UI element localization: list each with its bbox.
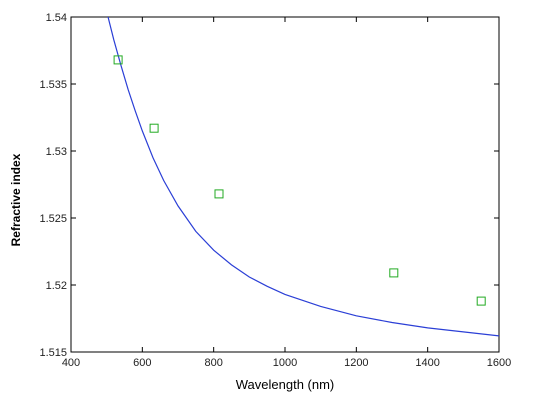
y-tick-label: 1.53 xyxy=(46,146,67,158)
data-point-marker xyxy=(214,189,224,199)
y-tick-label: 1.535 xyxy=(39,79,67,91)
y-axis-ticks: 1.515 1.52 1.525 1.53 1.535 1.54 xyxy=(39,12,499,359)
x-tick-label: 1000 xyxy=(273,357,297,369)
series-layer xyxy=(107,17,499,337)
data-point-marker xyxy=(149,123,159,133)
plot-area xyxy=(70,16,500,353)
x-tick-label: 600 xyxy=(133,357,151,369)
y-tick-label: 1.54 xyxy=(46,12,67,24)
data-point-marker xyxy=(389,268,399,278)
x-tick-label: 800 xyxy=(204,357,222,369)
x-tick-label: 1600 xyxy=(487,357,511,369)
x-tick-label: 400 xyxy=(62,357,80,369)
x-tick-label: 1400 xyxy=(415,357,439,369)
data-point-marker xyxy=(476,296,486,306)
x-axis-ticks: 400 600 800 1000 1200 1400 1600 xyxy=(62,17,511,369)
y-axis-title: Refractive index xyxy=(9,153,23,246)
x-axis-title: Wavelength (nm) xyxy=(236,377,335,392)
data-point-marker xyxy=(113,55,123,65)
fit-curve-line xyxy=(107,17,499,337)
y-tick-label: 1.525 xyxy=(39,213,67,225)
y-tick-label: 1.52 xyxy=(46,280,67,292)
y-tick-label: 1.515 xyxy=(39,347,67,359)
x-tick-label: 1200 xyxy=(344,357,368,369)
